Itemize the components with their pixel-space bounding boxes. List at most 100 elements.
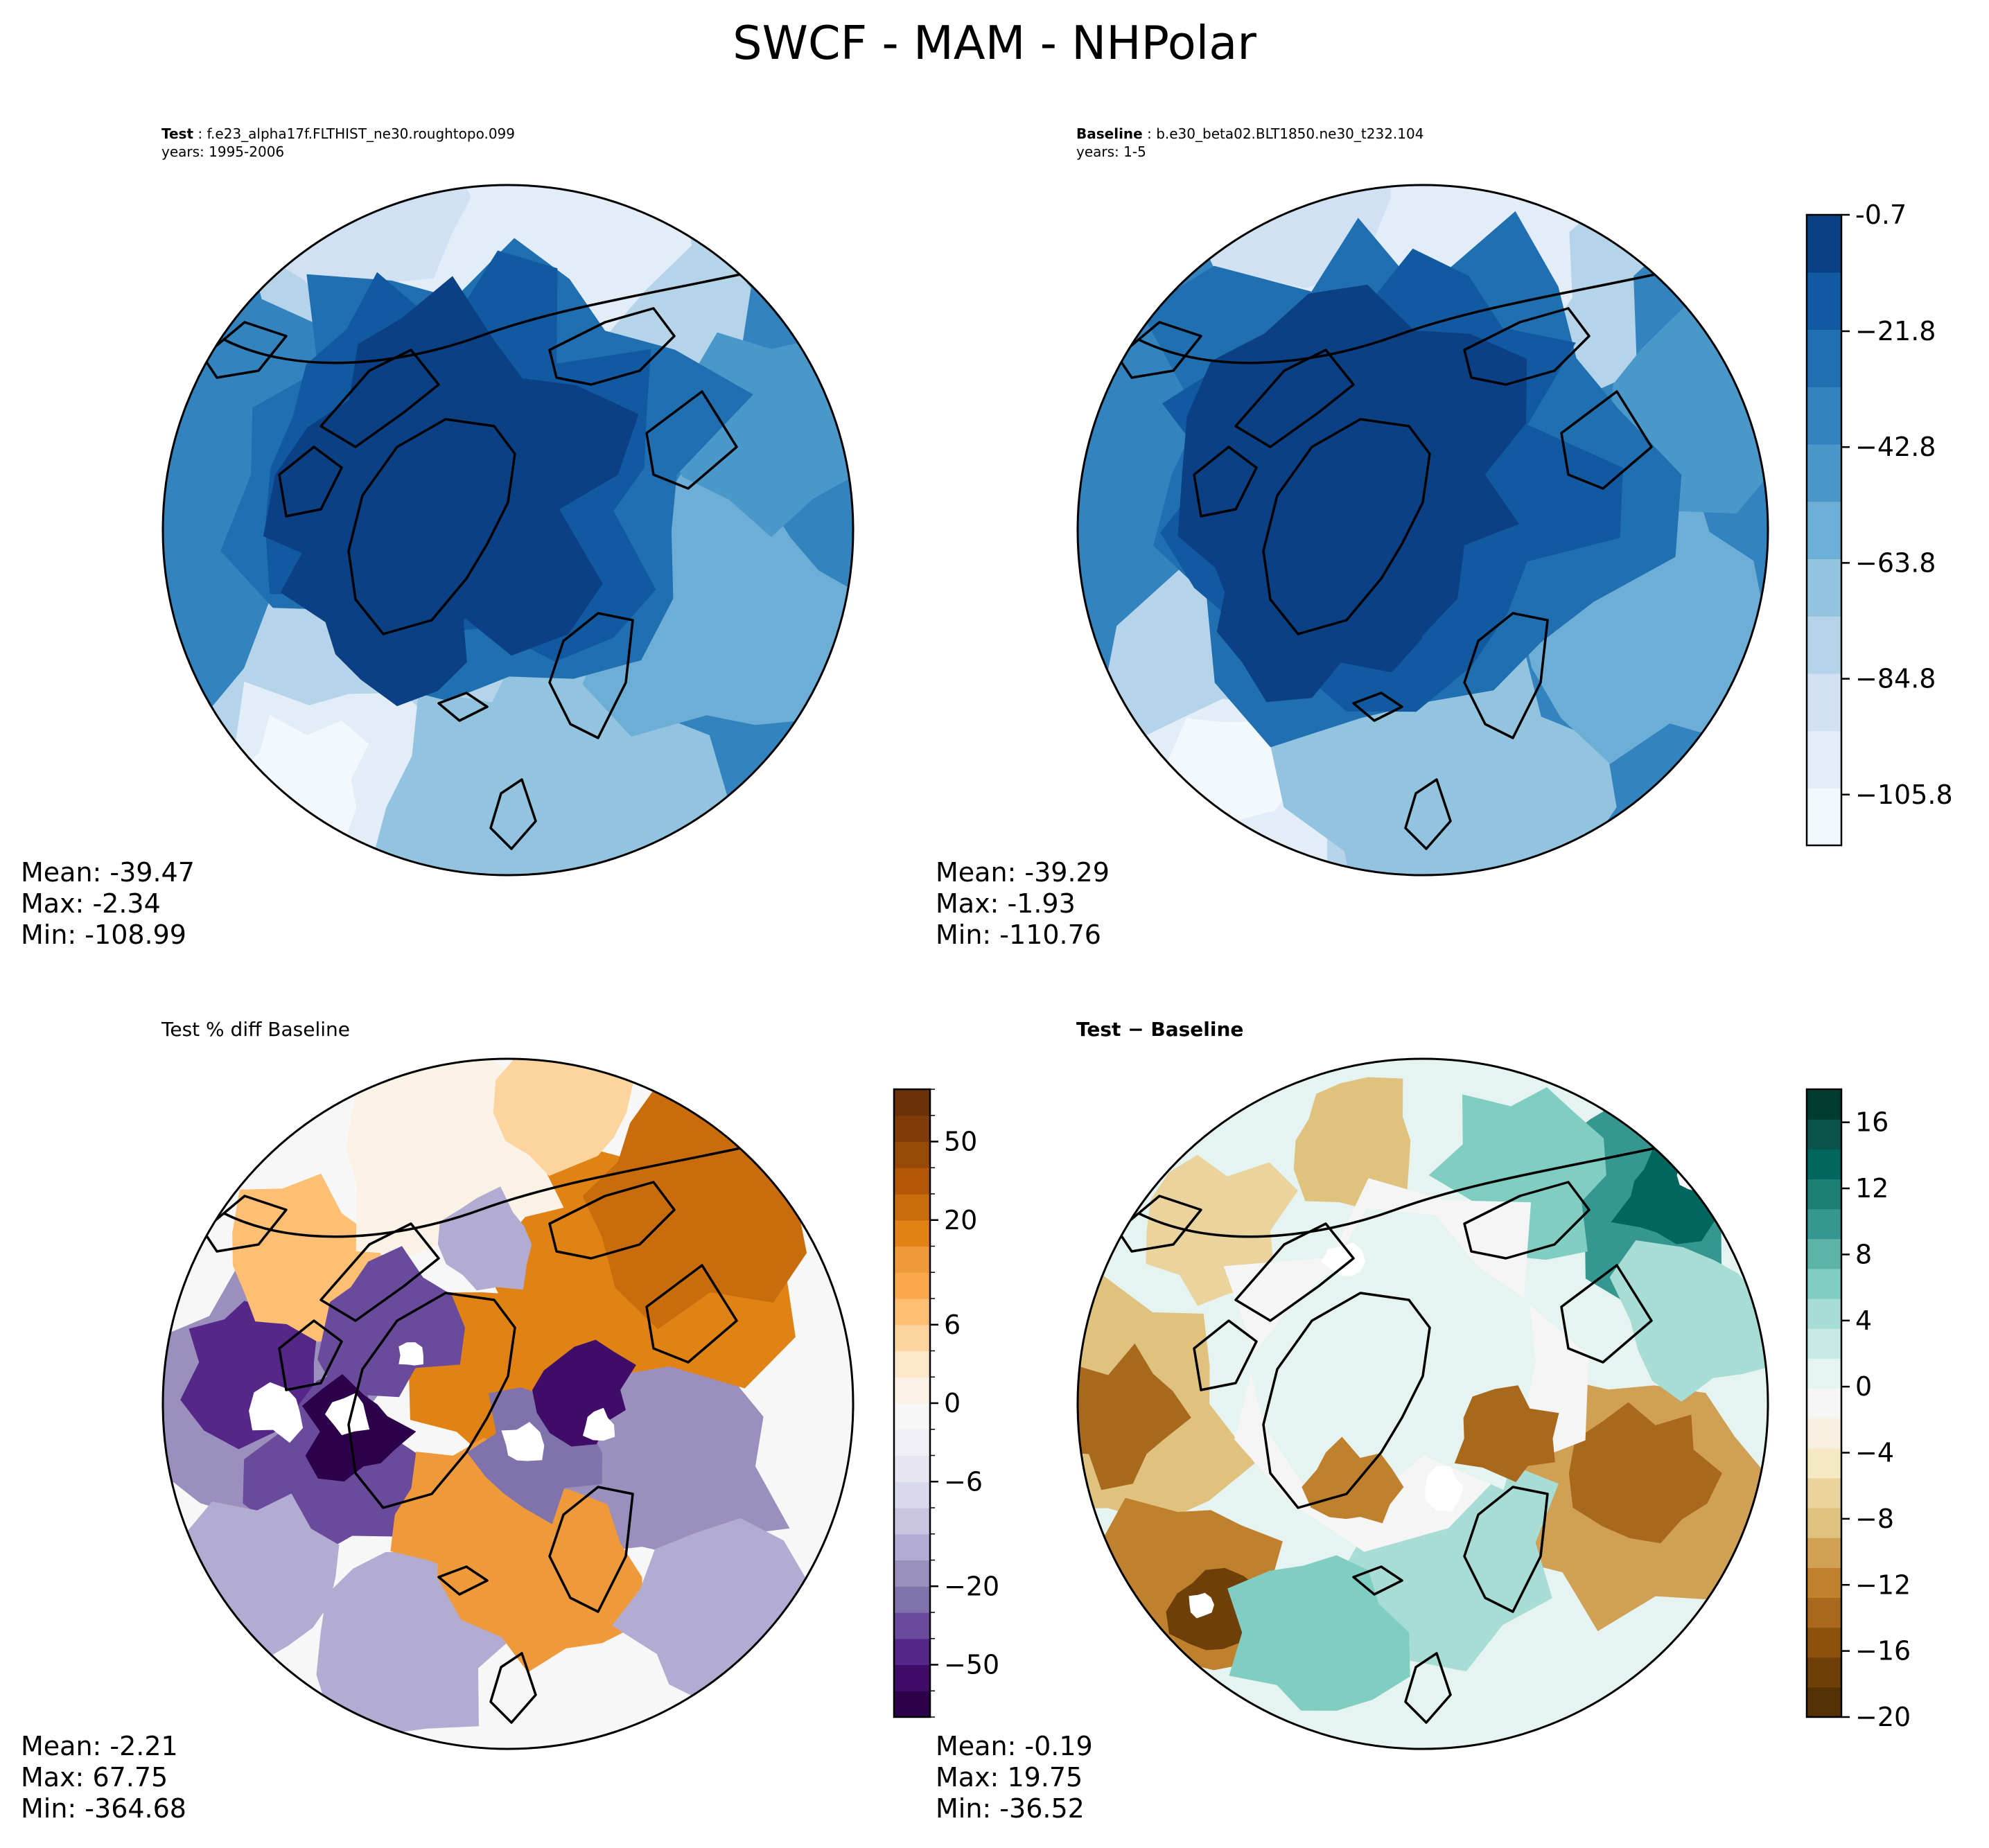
contour-region [583,1407,615,1441]
coastline [1262,418,1431,635]
colorbar-swatch [1807,1089,1841,1120]
coastline [1262,1292,1431,1509]
diff-title-sep: − [1121,1018,1151,1041]
colorbar-tick-label: −12 [1855,1569,1911,1600]
colorbar-frame [1805,1088,1843,1718]
colorbar-swatch [894,1350,930,1378]
coastline [347,1292,516,1509]
contour-region [1609,1240,1768,1402]
contour-region [1302,1436,1404,1524]
test-stats: Mean: -39.47 Max: -2.34 Min: -108.99 [21,857,195,951]
contour-region [1208,504,1423,703]
colorbar-tick-label: 50 [944,1127,977,1157]
colorbar-swatch [894,1377,930,1404]
colorbar-swatch [1807,1447,1841,1479]
colorbar-swatch [894,1194,930,1221]
coastline [1404,1652,1452,1724]
contour-region [1428,1087,1606,1260]
diff-min: Min: -36.52 [936,1793,1085,1824]
diff-max: Max: 19.75 [936,1762,1083,1793]
test-panel-title: Test : f.e23_alpha17f.FLTHIST_ne30.rough… [161,125,515,160]
test-label: Test [161,125,194,142]
pctdiff-map [161,1057,855,1750]
colorbar-swatch [1807,1597,1841,1628]
colorbar-tick-label: −50 [944,1650,999,1680]
coastline [1463,1181,1591,1260]
baseline-max: Max: -1.93 [936,888,1076,919]
test-years: years: 1995-2006 [161,143,285,160]
colorbar-swatch [894,1638,930,1666]
colorbar-tick-label: 20 [944,1205,977,1235]
test-max: Max: -2.34 [21,888,161,919]
contour-region [532,1339,636,1447]
coastline [1352,1565,1403,1596]
colorbar-tick-label: −6 [944,1466,983,1497]
map-boundary [1076,184,1769,877]
colorbar-tick-label: −20 [1855,1702,1911,1732]
coastline [278,446,343,518]
coastline [548,307,676,386]
colorbar-swatch [894,1141,930,1168]
colorbar-swatch [894,1429,930,1457]
coastline [1116,1195,1202,1253]
colorbar-swatch [1807,329,1841,387]
colorbar-swatch [894,1691,930,1718]
colorbar-swatch [894,1272,930,1299]
pctdiff-colorbar: 50 20 6 0 −6 −20 −50 [893,1088,999,1718]
colorbar-frame [1805,213,1843,847]
colorbar-tick-label: −16 [1855,1636,1911,1666]
colorbar-tick-label: 12 [1855,1173,1889,1204]
contour-region [1227,1555,1410,1711]
baseline-min: Min: -110.76 [936,919,1101,950]
coastline [223,1146,744,1238]
colorbar-tick-label: 4 [1855,1305,1872,1336]
colorbar-swatch [894,1324,930,1352]
colorbar-swatch [1807,1418,1841,1449]
contour-region [398,1342,423,1366]
main-colorbar: -0.7 −21.8 −42.8 −63.8 −84.8 −105.8 [1805,200,1953,847]
baseline-label: Baseline [1076,125,1143,142]
colorbar-swatch [1807,1388,1841,1419]
colorbar-swatch [1807,1119,1841,1150]
contour-region [1454,1385,1559,1482]
colorbar-swatch [1807,788,1841,846]
colorbar-swatch [894,1168,930,1195]
coastline [347,418,516,635]
pctdiff-panel-title: Test % diff Baseline [161,1018,351,1041]
colorbar-swatch [894,1403,930,1430]
colorbar-swatch [894,1508,930,1535]
colorbar-swatch [1807,272,1841,331]
colorbar-swatch [1807,215,1841,273]
colorbar-tick-label: 0 [944,1388,961,1418]
contour-region [437,1486,644,1673]
colorbar-tick-label: −105.8 [1855,780,1953,810]
colorbar-swatch [1807,1627,1841,1658]
pctdiff-max: Max: 67.75 [21,1762,168,1793]
colorbar-swatch [894,1299,930,1326]
contour-region [324,1393,370,1436]
figure-title: SWCF - MAM - NHPolar [733,16,1256,70]
diff-mean: Mean: -0.19 [936,1731,1093,1761]
contour-region [249,1382,304,1443]
coastline [645,390,738,490]
diff-map [1076,1057,1769,1750]
colorbar-swatch [1807,1328,1841,1359]
coastline [319,349,440,448]
coastline [437,1565,489,1596]
test-map [161,184,855,877]
coastline [548,1181,676,1260]
baseline-years: years: 1-5 [1076,143,1146,160]
contour-region [1321,1242,1366,1276]
coastline [319,1222,440,1322]
colorbar-swatch [1807,673,1841,732]
colorbar-tick-label: −84.8 [1855,664,1936,694]
colorbar-swatch [1807,443,1841,502]
contour-region [1568,1402,1722,1544]
colorbar-swatch [1807,558,1841,617]
coastline [1234,349,1355,448]
colorbar-swatch [1807,1208,1841,1240]
colorbar-tick-label: -0.7 [1855,200,1907,230]
baseline-stats: Mean: -39.29 Max: -1.93 Min: -110.76 [936,857,1110,951]
coastline [1193,446,1258,518]
baseline-mean: Mean: -39.29 [936,857,1110,888]
